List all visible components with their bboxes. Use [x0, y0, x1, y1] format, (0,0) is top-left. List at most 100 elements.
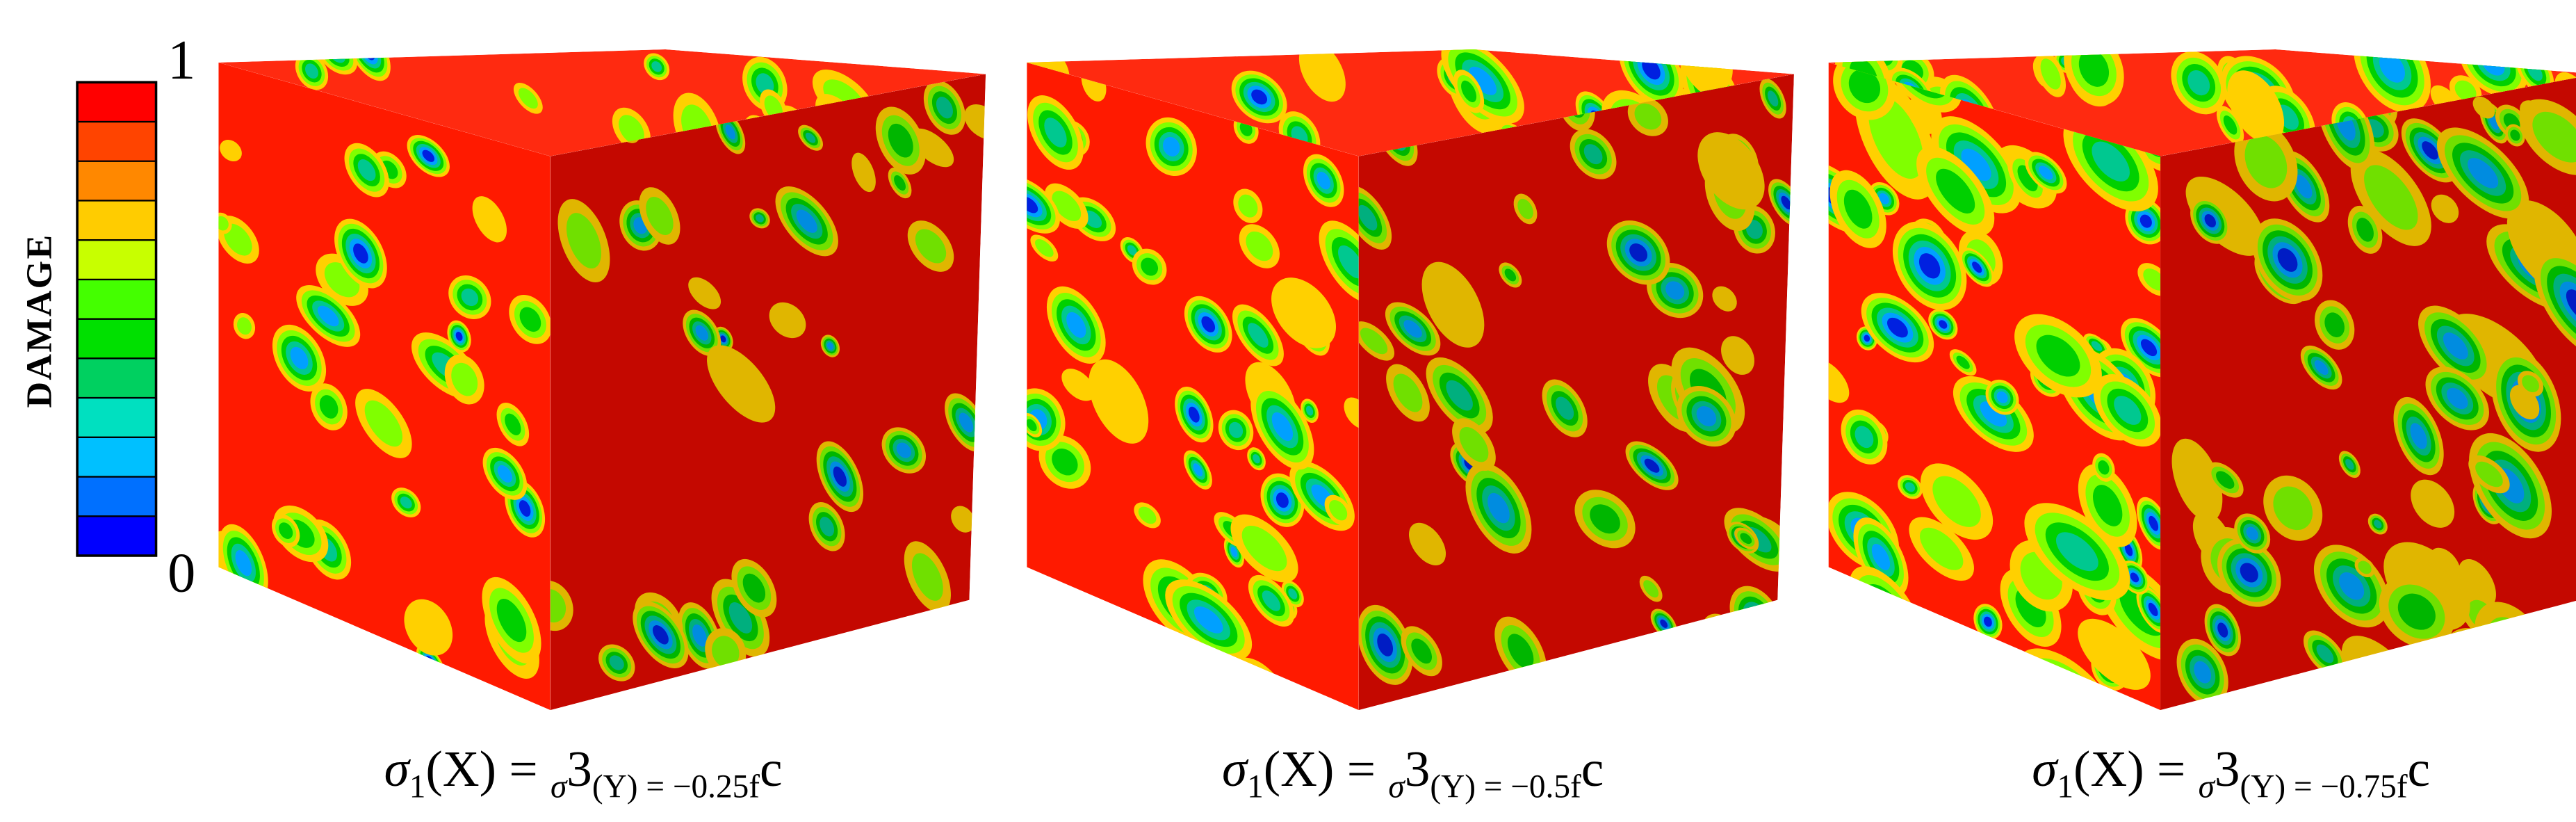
damage-contour: [791, 651, 844, 711]
damage-contour: [807, 673, 828, 703]
damage-contour: [2452, 636, 2495, 679]
damage-contour: [1504, 268, 1517, 282]
damage-contour: [619, 115, 644, 145]
damage-contour: [218, 652, 225, 666]
damage-contour: [1066, 312, 1086, 338]
caption-text: σ: [2032, 741, 2059, 797]
damage-contour: [1961, 148, 1991, 182]
damage-contour: [646, 196, 674, 236]
damage-contour: [1027, 419, 1037, 432]
legend-band: [77, 358, 156, 398]
damage-contour: [1955, 677, 1966, 690]
damage-contour: [1556, 396, 1574, 420]
damage-contour: [2273, 486, 2313, 531]
damage-contour: [2519, 631, 2538, 655]
caption-text: c: [2408, 741, 2431, 797]
damage-contour: [1642, 58, 1661, 80]
damage-contour: [974, 49, 986, 63]
face-shade: [550, 74, 986, 711]
damage-contour: [707, 345, 776, 423]
damage-contour: [218, 642, 233, 675]
damage-contour: [1275, 492, 1289, 508]
damage-contour: [1704, 671, 1728, 695]
damage-contour: [1251, 89, 1268, 105]
damage-contour: [2404, 669, 2418, 685]
damage-contour: [1052, 448, 1078, 476]
damage-contour: [805, 132, 816, 143]
damage-contour: [1469, 66, 1497, 95]
cube: [218, 49, 986, 711]
damage-contour: [2039, 166, 2053, 180]
damage-contour: [911, 553, 943, 601]
damage-contour: [1590, 504, 1620, 534]
damage-contour: [1843, 647, 1869, 679]
damage-contour: [2570, 631, 2576, 690]
caption-subscript: σ: [1388, 768, 1405, 805]
damage-contour: [220, 140, 242, 162]
damage-contour: [2092, 141, 2130, 182]
legend-band: [77, 398, 156, 437]
damage-contour: [2510, 129, 2520, 141]
damage-contour: [2124, 543, 2133, 556]
damage-contour: [1864, 335, 1870, 342]
damage-contour: [2565, 624, 2576, 697]
damage-contour: [2277, 248, 2298, 272]
damage-contour: [1298, 49, 1346, 102]
legend-band: [77, 319, 156, 359]
damage-contour: [2187, 70, 2210, 96]
damage-contour: [1829, 631, 1882, 695]
legend-band: [77, 122, 156, 161]
legend-band: [77, 476, 156, 517]
damage-contour: [1980, 401, 2007, 427]
damage-contour: [2078, 49, 2110, 87]
caption-subscript: σ: [2199, 768, 2216, 805]
damage-contour: [1660, 619, 1668, 628]
damage-contour: [410, 666, 428, 684]
damage-contour: [1687, 654, 1745, 711]
damage-contour: [1828, 625, 1886, 701]
damage-contour: [725, 124, 735, 140]
damage-contour: [2411, 479, 2455, 528]
damage-contour: [2093, 485, 2123, 526]
damage-legend: DAMAGE 1 0: [19, 29, 195, 604]
cube: [1027, 49, 1794, 711]
damage-contour: [797, 659, 838, 711]
damage-contour: [1956, 355, 1970, 369]
damage-contour: [769, 302, 806, 339]
damage-contour: [2575, 639, 2576, 682]
cube-face: [550, 74, 986, 711]
damage-contour: [2171, 438, 2223, 522]
damage-contour: [1360, 328, 1388, 355]
damage-contour: [1052, 191, 1082, 222]
damage-contour: [1070, 672, 1107, 708]
panel-caption: σ1(X) = σ3(Y) = −0.5fc: [1222, 741, 1604, 805]
face-base: [1358, 74, 1794, 711]
damage-contour: [2036, 335, 2080, 377]
damage-contour: [1141, 257, 1159, 276]
damage-contour: [519, 500, 531, 517]
damage-contour: [2461, 645, 2486, 671]
caption-text: 3: [566, 741, 592, 797]
damage-contour: [2294, 175, 2313, 199]
damage-contour: [1634, 103, 1662, 130]
damage-contour: [237, 317, 252, 335]
damage-contour: [1943, 665, 1978, 702]
damage-contour: [977, 49, 986, 60]
damage-contour: [1411, 638, 1433, 664]
damage-contour: [1941, 661, 1980, 705]
damage-contour: [550, 588, 566, 623]
damage-contour: [412, 668, 426, 682]
damage-contour: [357, 159, 376, 182]
damage-contour: [1089, 359, 1149, 444]
damage-contour: [851, 152, 876, 193]
caption-subscript: 1: [1247, 768, 1264, 805]
damage-contour: [1238, 194, 1258, 218]
damage-contour: [2324, 312, 2345, 337]
damage-contour: [2130, 572, 2139, 583]
damage-contour: [1035, 239, 1054, 257]
damage-contour: [1052, 654, 1125, 711]
damage-contour: [1949, 671, 1972, 696]
damage-contour: [1834, 636, 1877, 690]
damage-contour: [1193, 463, 1203, 477]
